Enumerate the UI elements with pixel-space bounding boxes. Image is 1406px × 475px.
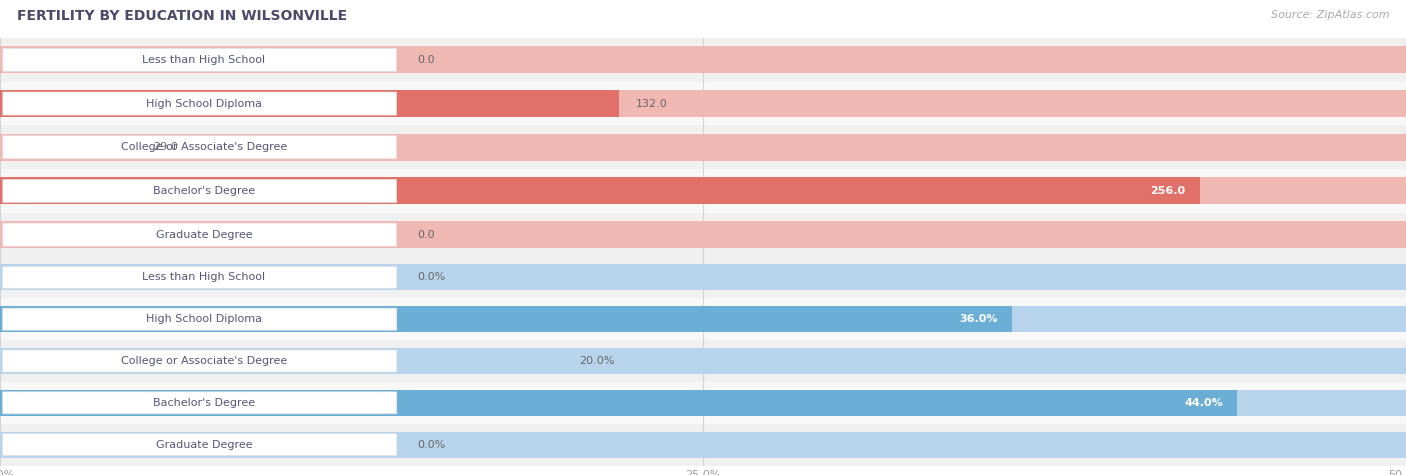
FancyBboxPatch shape bbox=[3, 136, 396, 159]
Text: College or Associate's Degree: College or Associate's Degree bbox=[121, 142, 287, 152]
Text: High School Diploma: High School Diploma bbox=[146, 314, 262, 324]
Bar bbox=[0, 390, 1237, 416]
Text: FERTILITY BY EDUCATION IN WILSONVILLE: FERTILITY BY EDUCATION IN WILSONVILLE bbox=[17, 10, 347, 23]
Text: 0.0: 0.0 bbox=[418, 55, 436, 65]
Text: High School Diploma: High School Diploma bbox=[146, 98, 262, 109]
Bar bbox=[0, 133, 1406, 161]
Text: 0.0: 0.0 bbox=[418, 229, 436, 240]
Text: Graduate Degree: Graduate Degree bbox=[156, 229, 252, 240]
FancyBboxPatch shape bbox=[3, 48, 396, 71]
Bar bbox=[0, 133, 136, 161]
FancyBboxPatch shape bbox=[3, 180, 396, 202]
Text: Less than High School: Less than High School bbox=[142, 55, 266, 65]
FancyBboxPatch shape bbox=[3, 350, 396, 372]
Bar bbox=[0, 38, 1406, 82]
Text: 29.0: 29.0 bbox=[153, 142, 177, 152]
Bar bbox=[0, 298, 1406, 340]
Bar bbox=[0, 348, 562, 374]
Bar bbox=[0, 221, 1406, 248]
Bar bbox=[0, 382, 1406, 424]
Bar bbox=[0, 125, 1406, 169]
Bar bbox=[0, 424, 1406, 466]
Text: Bachelor's Degree: Bachelor's Degree bbox=[153, 186, 254, 196]
Bar bbox=[0, 390, 1406, 416]
Bar bbox=[0, 306, 1406, 332]
Text: 44.0%: 44.0% bbox=[1184, 398, 1223, 408]
Bar bbox=[0, 306, 1012, 332]
Text: 0.0%: 0.0% bbox=[418, 272, 446, 283]
Text: Bachelor's Degree: Bachelor's Degree bbox=[153, 398, 254, 408]
Text: Less than High School: Less than High School bbox=[142, 272, 266, 283]
Bar bbox=[0, 265, 1406, 290]
Bar bbox=[0, 256, 1406, 298]
Bar bbox=[0, 46, 1406, 74]
Bar bbox=[0, 348, 1406, 374]
FancyBboxPatch shape bbox=[3, 223, 396, 246]
Bar bbox=[0, 177, 1199, 205]
FancyBboxPatch shape bbox=[3, 434, 396, 456]
Text: Graduate Degree: Graduate Degree bbox=[156, 439, 252, 450]
Bar bbox=[0, 340, 1406, 382]
Bar bbox=[0, 90, 619, 117]
Text: College or Associate's Degree: College or Associate's Degree bbox=[121, 356, 287, 366]
Bar bbox=[0, 90, 1406, 117]
Text: 0.0%: 0.0% bbox=[418, 439, 446, 450]
Text: 36.0%: 36.0% bbox=[960, 314, 998, 324]
Text: 132.0: 132.0 bbox=[636, 98, 668, 109]
Text: 256.0: 256.0 bbox=[1150, 186, 1185, 196]
Bar bbox=[0, 169, 1406, 213]
Text: 20.0%: 20.0% bbox=[579, 356, 614, 366]
Text: Source: ZipAtlas.com: Source: ZipAtlas.com bbox=[1271, 10, 1389, 19]
Bar bbox=[0, 432, 1406, 457]
FancyBboxPatch shape bbox=[3, 392, 396, 414]
Bar bbox=[0, 213, 1406, 256]
FancyBboxPatch shape bbox=[3, 266, 396, 288]
FancyBboxPatch shape bbox=[3, 92, 396, 115]
Bar bbox=[0, 177, 1406, 205]
Bar bbox=[0, 82, 1406, 125]
FancyBboxPatch shape bbox=[3, 308, 396, 330]
